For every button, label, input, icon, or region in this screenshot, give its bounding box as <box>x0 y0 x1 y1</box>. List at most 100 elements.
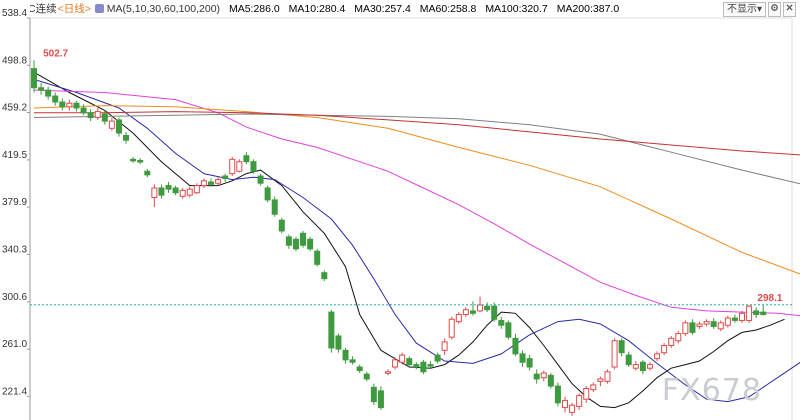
candle-body <box>38 87 45 91</box>
ma100-value: MA100:320.7 <box>485 3 548 15</box>
candle-body <box>186 188 193 196</box>
y-tick-label: 419.5 <box>2 150 27 161</box>
candle-body <box>739 312 745 321</box>
hide-dropdown[interactable]: 不显示▾ <box>722 2 766 17</box>
y-tick-label: 498.8 <box>2 55 27 66</box>
candle-body <box>172 187 179 194</box>
candle-body <box>611 340 618 368</box>
candle-body <box>469 310 476 314</box>
candle-body <box>137 160 144 163</box>
candle-body <box>80 107 87 114</box>
close-icon[interactable] <box>783 2 796 17</box>
candle-body <box>370 386 377 403</box>
candle-body <box>264 187 271 201</box>
candle-body <box>108 120 115 129</box>
candle-body <box>307 238 314 250</box>
candle-body <box>158 187 165 196</box>
candle-body <box>243 155 250 163</box>
ma30-line <box>33 89 800 317</box>
candle-body <box>377 390 384 409</box>
period-label[interactable]: <日线> <box>57 3 91 15</box>
candle-body <box>625 354 632 366</box>
candle-body <box>455 313 462 323</box>
candle-body <box>314 250 321 265</box>
candle-body <box>668 337 675 347</box>
candle-body <box>526 358 533 368</box>
candle-body <box>278 219 285 232</box>
candle-body <box>590 384 597 391</box>
candle-body <box>101 113 108 122</box>
candle-body <box>753 310 760 315</box>
chart-controls: 不显示▾ <box>722 2 796 17</box>
candle-body <box>66 102 73 108</box>
y-tick-label: 379.9 <box>2 197 27 208</box>
candle-body <box>179 189 186 197</box>
y-tick-label: 538.4 <box>2 8 27 19</box>
price-annotation: 298.1 <box>757 293 782 304</box>
candle-body <box>31 68 37 89</box>
candle-body <box>123 134 130 141</box>
candle-body <box>562 399 568 409</box>
candle-body <box>229 158 236 175</box>
ma200-value: MA200:387.0 <box>556 3 620 15</box>
ma100-line <box>33 113 800 185</box>
candle-body <box>654 353 661 360</box>
indicator-settings-icon[interactable] <box>94 4 104 13</box>
candle-body <box>385 371 391 374</box>
candle-body <box>682 322 689 335</box>
candle-body <box>413 364 420 368</box>
candle-body <box>675 333 682 342</box>
candle-body <box>569 404 576 413</box>
y-tick-label: 261.0 <box>2 339 27 350</box>
hide-label: 不显示 <box>726 4 757 15</box>
candle-body <box>271 199 278 215</box>
ma10-value: MA10:280.4 <box>288 3 346 15</box>
chart-legend: 原油SC连续<日线> MA(5,10,30,60,100,200) MA5:28… <box>0 0 800 18</box>
candle-body <box>724 317 731 326</box>
candle-body <box>392 359 399 368</box>
candle-body <box>59 101 66 108</box>
candle-body <box>200 180 207 187</box>
candle-body <box>576 395 583 407</box>
candle-body <box>731 317 738 321</box>
candle-body <box>462 309 469 315</box>
candle-body <box>477 304 484 312</box>
candle-body <box>420 361 427 373</box>
candle-body <box>45 89 52 97</box>
candle-body <box>427 364 434 367</box>
candle-body <box>165 185 172 190</box>
ma10-line <box>33 78 800 403</box>
ma-formula: MA(5,10,30,60,100,200) <box>106 3 221 15</box>
candle-body <box>689 322 696 333</box>
candle-body <box>519 353 526 363</box>
candle-body <box>215 179 222 184</box>
candle-body <box>512 337 519 355</box>
candle-body <box>632 364 639 369</box>
candle-body <box>363 373 370 380</box>
candle-body <box>285 236 292 246</box>
candle-body <box>710 321 717 327</box>
candle-body <box>618 340 625 354</box>
candle-body <box>115 119 122 134</box>
candle-body <box>342 349 349 361</box>
y-axis-panel <box>0 0 30 420</box>
candle-body <box>484 305 491 311</box>
candle-body <box>73 102 80 109</box>
candle-body <box>328 311 335 349</box>
candle-body <box>540 372 547 379</box>
candle-body <box>597 378 604 382</box>
y-tick-label: 340.3 <box>2 244 27 255</box>
candle-body <box>639 361 646 372</box>
candle-body <box>760 311 767 315</box>
gear-icon[interactable] <box>768 2 781 17</box>
candle-body <box>646 364 653 369</box>
candle-body <box>208 181 214 185</box>
candle-body <box>583 387 590 400</box>
ma60-value: MA60:258.8 <box>419 3 477 15</box>
candle-body <box>151 187 158 199</box>
candle-body <box>236 161 243 172</box>
candle-body <box>406 358 413 366</box>
candle-body <box>250 161 257 172</box>
candle-body <box>87 112 94 119</box>
